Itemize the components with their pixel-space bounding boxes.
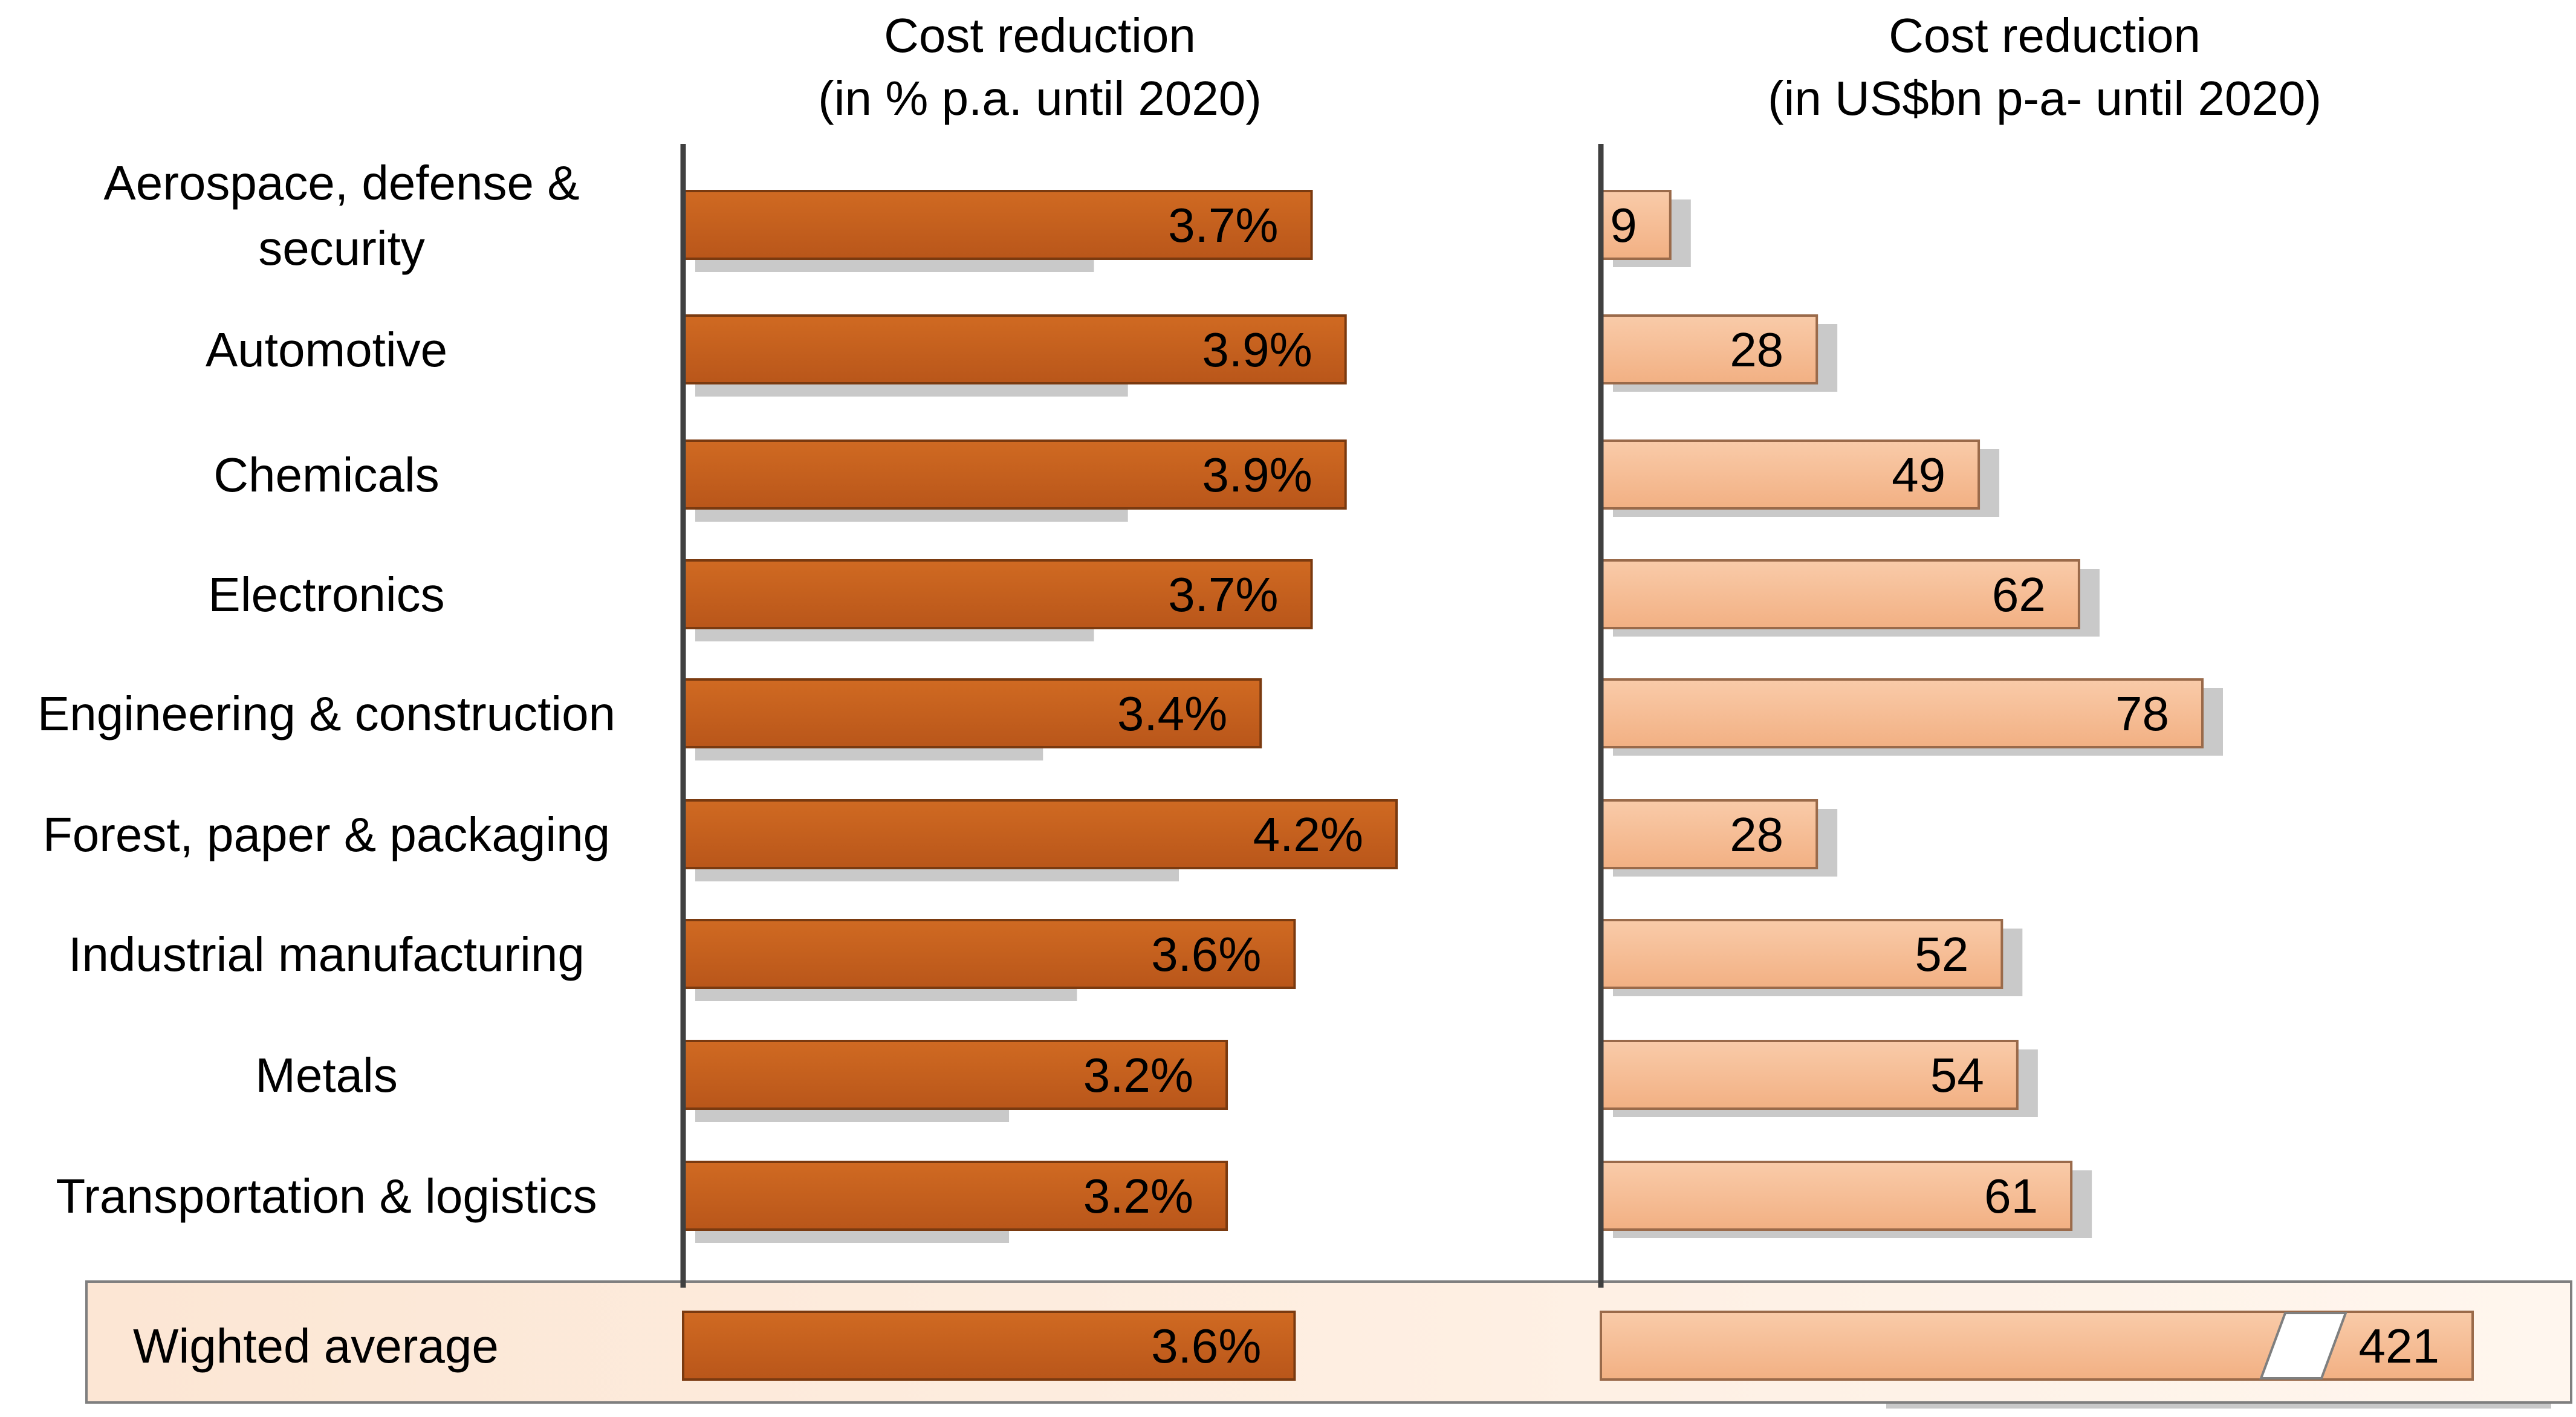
bar [682, 439, 1347, 510]
left-bars: 3.7% 3.9% 3.9% 3.7% 3.4% 4.2% 3.6% 3.2% 3.2% [682, 190, 1398, 1243]
category-label: Electronics [208, 568, 444, 621]
bar [1600, 190, 1672, 260]
summary-value-right: 421 [2359, 1319, 2439, 1373]
right-panel-title: Cost reduction [1889, 8, 2201, 62]
category-label: Forest, paper & packaging [43, 808, 610, 861]
bar-value-label: 52 [1915, 927, 1968, 981]
bar-value-label: 28 [1730, 323, 1783, 377]
right-bars: 9 28 49 62 78 28 52 54 61 [1600, 190, 2223, 1238]
bar [1600, 919, 2003, 989]
bar-value-label: 28 [1730, 808, 1783, 861]
bar-value-label: 3.2% [1083, 1048, 1193, 1102]
bar-value-label: 49 [1892, 448, 1945, 502]
bar-value-label: 62 [1992, 568, 2046, 621]
category-label: Automotive [206, 323, 447, 377]
category-labels: Aerospace, defense & security Automotive Ch… [37, 156, 615, 1223]
axis-break-marker [2259, 1312, 2347, 1380]
bar-value-label: 3.9% [1202, 323, 1312, 377]
bar [1600, 314, 1818, 384]
bar-value-label: 3.7% [1168, 568, 1278, 621]
bar-value-label: 3.9% [1202, 448, 1312, 502]
bar-value-label: 3.2% [1083, 1169, 1193, 1223]
category-label: Chemicals [213, 448, 439, 502]
category-label: Aerospace, defense & security [103, 156, 579, 275]
bar-value-label: 4.2% [1253, 808, 1363, 861]
bar-value-label: 3.4% [1117, 687, 1227, 741]
category-label: Engineering & construction [37, 687, 615, 741]
bar-value-label: 61 [1984, 1169, 2038, 1223]
bar [1600, 439, 1981, 510]
summary-label: Wighted average [133, 1319, 499, 1373]
summary-value-left: 3.6% [1151, 1319, 1261, 1373]
right-panel-subtitle: (in US$bn p-a- until 2020) [1768, 71, 2321, 125]
bar [1600, 799, 1818, 869]
bar [1600, 1161, 2073, 1231]
category-label: Transportation & logistics [56, 1169, 597, 1223]
left-panel-title: Cost reduction [884, 8, 1196, 62]
bar-value-label: 78 [2115, 687, 2169, 741]
bar [682, 314, 1347, 384]
category-label: Metals [255, 1048, 398, 1102]
summary-bar-left [682, 1311, 1296, 1381]
left-panel-subtitle: (in % p.a. until 2020) [818, 71, 1262, 125]
bar-value-label: 54 [1930, 1048, 1984, 1102]
bar [682, 1161, 1228, 1231]
bar [1600, 678, 2204, 748]
bar [1600, 559, 2080, 629]
bar [1600, 1040, 2019, 1110]
bar-value-label: 9 [1610, 198, 1637, 252]
bar-value-label: 3.6% [1151, 927, 1261, 981]
bar-value-label: 3.7% [1168, 198, 1278, 252]
category-label: Industrial manufacturing [68, 927, 585, 981]
bar [682, 678, 1262, 748]
bar [682, 799, 1398, 869]
bar [682, 559, 1313, 629]
summary-row: Wighted average 3.6% 421 [133, 1311, 2474, 1381]
